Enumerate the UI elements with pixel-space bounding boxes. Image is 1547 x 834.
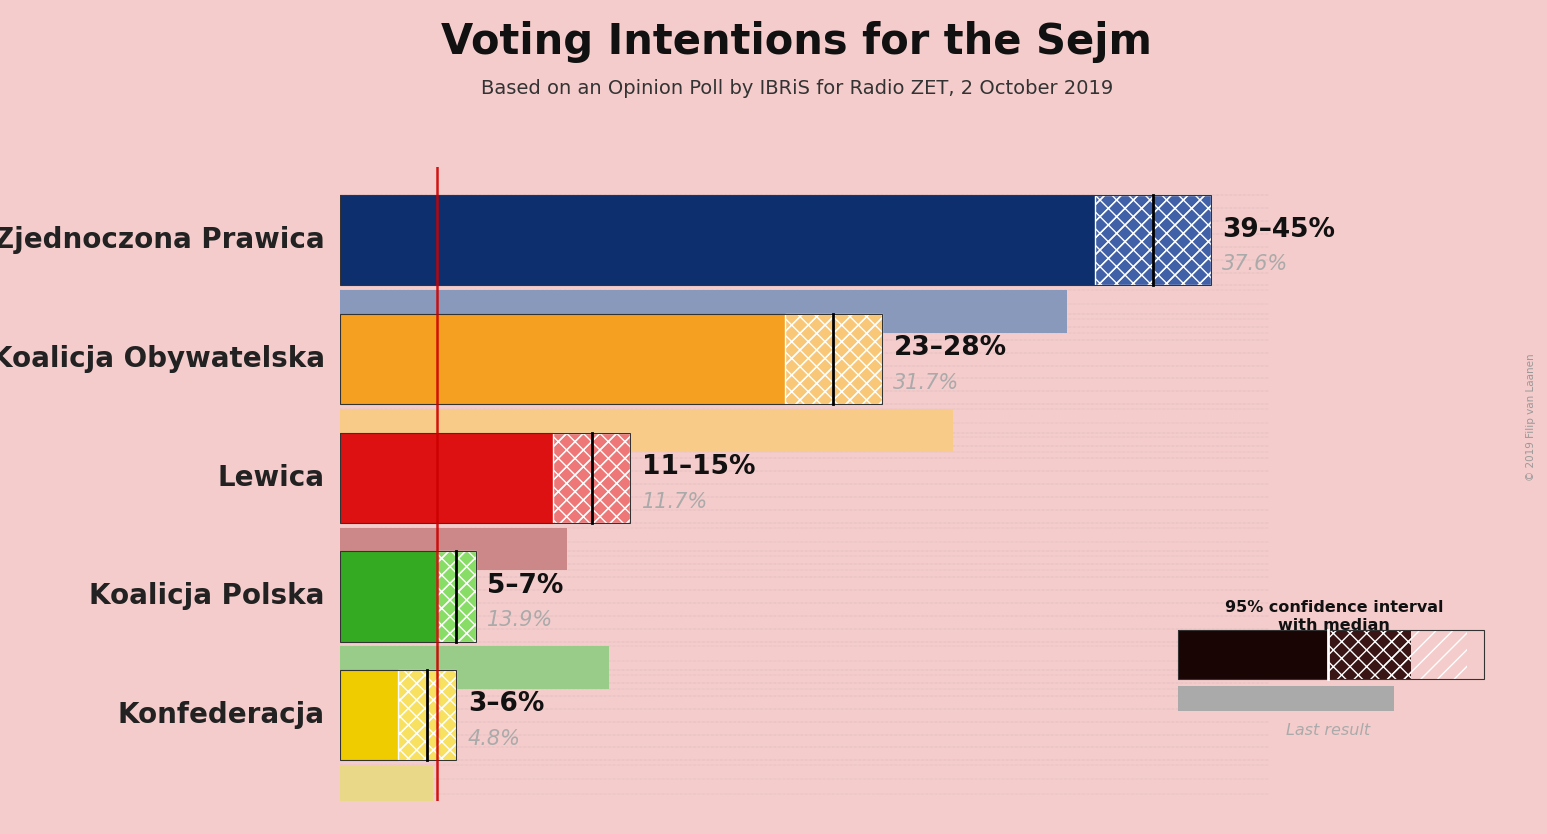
Bar [340, 290, 1067, 333]
Text: 4.8%: 4.8% [467, 729, 521, 749]
Bar [340, 195, 1210, 285]
Text: 39–45%: 39–45% [1222, 217, 1335, 243]
Bar [398, 670, 456, 761]
Bar [436, 551, 476, 641]
Bar [784, 314, 882, 404]
Text: 11.7%: 11.7% [642, 491, 709, 511]
Bar [340, 551, 476, 641]
Text: Voting Intentions for the Sejm: Voting Intentions for the Sejm [441, 21, 1153, 63]
Bar [340, 433, 554, 523]
Bar [1327, 630, 1411, 679]
Bar [340, 646, 610, 689]
Bar [784, 314, 882, 404]
Bar [436, 551, 476, 641]
Text: Based on an Opinion Poll by IBRiS for Radio ZET, 2 October 2019: Based on an Opinion Poll by IBRiS for Ra… [481, 79, 1112, 98]
Bar [398, 670, 456, 761]
Text: Koalicja Obywatelska: Koalicja Obywatelska [0, 345, 325, 373]
Bar [1094, 195, 1210, 285]
Text: Zjednoczona Prawica: Zjednoczona Prawica [0, 226, 325, 254]
Bar [554, 433, 631, 523]
Text: 3–6%: 3–6% [467, 691, 545, 717]
Text: 11–15%: 11–15% [642, 454, 755, 480]
Bar [1177, 630, 1327, 679]
Text: Konfederacja: Konfederacja [118, 701, 325, 729]
Text: 13.9%: 13.9% [487, 610, 554, 631]
Bar [340, 195, 1094, 285]
Bar [340, 314, 882, 404]
Bar [340, 433, 630, 523]
Bar [1177, 686, 1394, 711]
Text: 23–28%: 23–28% [893, 335, 1007, 361]
Text: 5–7%: 5–7% [487, 573, 563, 599]
Text: Koalicja Polska: Koalicja Polska [90, 582, 325, 610]
Bar [340, 409, 953, 452]
Bar [340, 314, 784, 404]
Bar [1385, 630, 1467, 679]
Bar [340, 765, 433, 808]
Text: 37.6%: 37.6% [1222, 254, 1289, 274]
Bar [340, 670, 398, 761]
Text: 95% confidence interval
with median: 95% confidence interval with median [1225, 600, 1443, 633]
Text: Last result: Last result [1286, 723, 1369, 738]
Text: © 2019 Filip van Laanen: © 2019 Filip van Laanen [1527, 353, 1536, 481]
Bar [340, 670, 456, 761]
Bar [340, 551, 436, 641]
Text: Lewica: Lewica [218, 464, 325, 492]
Bar [340, 528, 566, 570]
Bar [554, 433, 631, 523]
Bar [1094, 195, 1210, 285]
Bar [1177, 630, 1484, 679]
Text: 31.7%: 31.7% [893, 373, 959, 393]
